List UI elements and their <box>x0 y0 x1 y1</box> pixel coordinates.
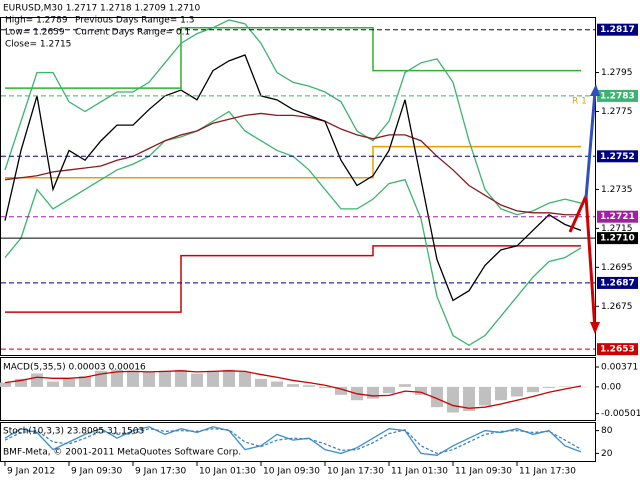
histogram-bar <box>175 369 187 387</box>
plot-layer: 1.2795 1.2775 1.2735 1.2715 1.2695 1.2675 1.28… <box>0 4 640 477</box>
y-tick-label: 80 <box>601 426 613 436</box>
level-label: 1.2752 <box>600 152 635 162</box>
level-label-box <box>597 210 638 223</box>
y-tick-label: 0.00 <box>601 382 621 392</box>
x-tick-label: 10 Jan 01:30 <box>199 467 256 477</box>
panel-title: MACD(5,35,5) 0.00003 0.00016 <box>3 363 146 373</box>
series-line <box>5 245 581 313</box>
histogram-bar <box>479 386 491 406</box>
histogram-bar <box>111 369 123 387</box>
histogram-bar <box>559 386 571 387</box>
level-label: 1.2653 <box>600 345 635 355</box>
series-line <box>5 26 581 89</box>
histogram-bar <box>271 381 283 387</box>
histogram-bar <box>191 373 203 387</box>
histogram-bar <box>287 384 299 387</box>
series-line <box>4 370 582 409</box>
panel-title: EURUSD,M30 1.2717 1.2718 1.2709 1.2710 <box>3 4 201 14</box>
main-panel <box>0 17 596 356</box>
histogram-bar <box>335 386 347 395</box>
annotation: BMF-Meta, © 2001-2011 MetaQuotes Softwar… <box>3 448 241 458</box>
annotation: High= 1.2789 <box>5 16 68 26</box>
histogram-bar <box>495 386 507 401</box>
series-line <box>4 54 582 302</box>
x-tick-label: 9 Jan 09:30 <box>71 467 123 477</box>
level-label: 1.2783 <box>600 91 635 101</box>
histogram-bar <box>447 386 459 413</box>
annotation: Low= 1.2659 <box>5 28 65 38</box>
level-label-box <box>597 343 638 356</box>
y-tick-label: 1.2715 <box>601 224 633 234</box>
series-line <box>4 426 582 456</box>
level-label: 1.2710 <box>600 234 635 244</box>
macd-panel <box>0 357 596 421</box>
histogram-bar <box>463 386 475 411</box>
histogram-bar <box>367 386 379 399</box>
y-tick-label: 1.2775 <box>601 107 633 117</box>
stoch-panel <box>0 422 596 462</box>
y-tick-label: 1.2735 <box>601 185 633 195</box>
series-line <box>4 19 582 216</box>
histogram-bar <box>127 370 139 387</box>
panel-title: Stoch(10,3,3) 23.8095 31.1503 <box>3 427 144 437</box>
histogram-bar <box>527 386 539 393</box>
histogram-bar <box>575 386 587 388</box>
x-tick-label: 11 Jan 01:30 <box>391 467 448 477</box>
histogram-bar <box>47 381 59 387</box>
y-tick-label: 20 <box>601 449 613 459</box>
histogram-bar <box>543 386 555 388</box>
level-label-box <box>597 89 638 102</box>
histogram-bar <box>223 369 235 387</box>
histogram-bar <box>415 386 427 395</box>
histogram-bar <box>383 386 395 394</box>
level-label: 1.2721 <box>600 212 635 222</box>
histogram-bar <box>207 370 219 387</box>
annotation: Close= 1.2715 <box>5 40 71 50</box>
histogram-bar <box>63 378 75 387</box>
histogram-bar <box>159 370 171 387</box>
histogram-bar <box>15 378 27 387</box>
histogram-bar <box>255 378 267 387</box>
histogram-bar <box>31 373 43 387</box>
histogram-bar <box>303 385 315 387</box>
y-tick-label: 0.00371 <box>601 363 638 373</box>
x-tick-label: 11 Jan 17:30 <box>519 467 576 477</box>
level-label-box <box>597 276 638 289</box>
annotation: Current Days Range= 0.1 <box>75 28 190 38</box>
arrow-head <box>590 84 600 96</box>
histogram-bar <box>239 371 251 387</box>
arrow-head <box>590 322 600 334</box>
level-label-box <box>597 150 638 163</box>
histogram-bar <box>79 376 91 387</box>
x-tick-label: 10 Jan 09:30 <box>263 467 320 477</box>
level-label: 1.2817 <box>600 25 635 35</box>
level-label-box <box>597 23 638 36</box>
level-label-box <box>597 232 638 245</box>
x-tick-label: 10 Jan 17:30 <box>327 467 384 477</box>
x-tick-label: 9 Jan 17:30 <box>135 467 187 477</box>
histogram-bar <box>431 386 443 408</box>
annotation: R 1 <box>572 97 587 107</box>
y-tick-label: -0.00501 <box>601 409 640 419</box>
projection-arrow <box>584 91 597 199</box>
y-tick-label: 1.2675 <box>601 302 633 312</box>
histogram-bar <box>143 371 155 387</box>
level-label: 1.2687 <box>600 278 635 288</box>
annotation: Previous Days Range= 1.3 <box>75 16 194 26</box>
histogram-bar <box>511 386 523 397</box>
y-tick-label: 1.2695 <box>601 263 633 273</box>
x-tick-label: 11 Jan 09:30 <box>455 467 512 477</box>
histogram-bar <box>319 386 331 388</box>
histogram-bar <box>399 384 411 387</box>
y-tick-label: 1.2795 <box>601 68 633 78</box>
series-line <box>4 112 581 216</box>
histogram-bar <box>0 382 11 387</box>
x-tick-label: 9 Jan 2012 <box>7 467 55 477</box>
